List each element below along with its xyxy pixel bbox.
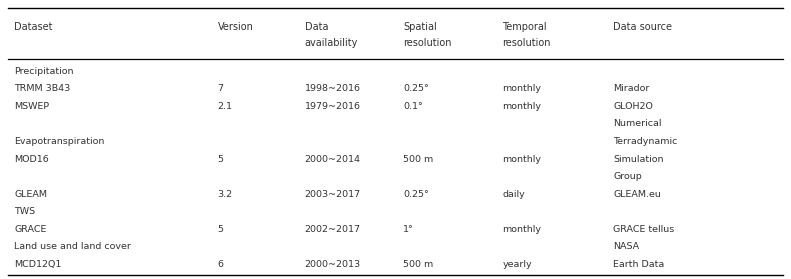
Text: 2.1: 2.1 xyxy=(218,102,233,111)
Text: 1°: 1° xyxy=(403,225,414,234)
Text: MCD12Q1: MCD12Q1 xyxy=(14,260,62,269)
Text: Data: Data xyxy=(305,21,328,32)
Text: Group: Group xyxy=(613,172,642,181)
Text: monthly: monthly xyxy=(502,225,541,234)
Text: Dataset: Dataset xyxy=(14,21,53,32)
Text: 6: 6 xyxy=(218,260,224,269)
Text: resolution: resolution xyxy=(403,38,452,48)
Text: 0.25°: 0.25° xyxy=(403,190,430,199)
Text: Temporal: Temporal xyxy=(502,21,547,32)
Text: 500 m: 500 m xyxy=(403,155,433,163)
Text: MSWEP: MSWEP xyxy=(14,102,49,111)
Text: Precipitation: Precipitation xyxy=(14,67,74,76)
Text: 3.2: 3.2 xyxy=(218,190,233,199)
Text: availability: availability xyxy=(305,38,358,48)
Text: Simulation: Simulation xyxy=(613,155,664,163)
Text: TWS: TWS xyxy=(14,207,36,216)
Text: GRACE: GRACE xyxy=(14,225,47,234)
Text: GLEAM: GLEAM xyxy=(14,190,47,199)
Text: 5: 5 xyxy=(218,155,224,163)
Text: 5: 5 xyxy=(218,225,224,234)
Text: Mirador: Mirador xyxy=(613,84,649,93)
Text: resolution: resolution xyxy=(502,38,551,48)
Text: 2003~2017: 2003~2017 xyxy=(305,190,361,199)
Text: 0.1°: 0.1° xyxy=(403,102,423,111)
Text: Spatial: Spatial xyxy=(403,21,437,32)
Text: Earth Data: Earth Data xyxy=(613,260,664,269)
Text: 1979~2016: 1979~2016 xyxy=(305,102,361,111)
Text: Version: Version xyxy=(218,21,253,32)
Text: 2000~2014: 2000~2014 xyxy=(305,155,361,163)
Text: MOD16: MOD16 xyxy=(14,155,49,163)
Text: Land use and land cover: Land use and land cover xyxy=(14,242,131,251)
Text: monthly: monthly xyxy=(502,155,541,163)
Text: Evapotranspiration: Evapotranspiration xyxy=(14,137,104,146)
Text: daily: daily xyxy=(502,190,525,199)
Text: GLEAM.eu: GLEAM.eu xyxy=(613,190,661,199)
Text: GRACE tellus: GRACE tellus xyxy=(613,225,674,234)
Text: 500 m: 500 m xyxy=(403,260,433,269)
Text: Numerical: Numerical xyxy=(613,119,661,128)
Text: monthly: monthly xyxy=(502,84,541,93)
Text: monthly: monthly xyxy=(502,102,541,111)
Text: TRMM 3B43: TRMM 3B43 xyxy=(14,84,70,93)
Text: 0.25°: 0.25° xyxy=(403,84,430,93)
Text: NASA: NASA xyxy=(613,242,639,251)
Text: GLOH2O: GLOH2O xyxy=(613,102,653,111)
Text: 7: 7 xyxy=(218,84,224,93)
Text: 1998~2016: 1998~2016 xyxy=(305,84,361,93)
Text: 2002~2017: 2002~2017 xyxy=(305,225,361,234)
Text: Terradynamic: Terradynamic xyxy=(613,137,677,146)
Text: yearly: yearly xyxy=(502,260,532,269)
Text: 2000~2013: 2000~2013 xyxy=(305,260,361,269)
Text: Data source: Data source xyxy=(613,21,672,32)
